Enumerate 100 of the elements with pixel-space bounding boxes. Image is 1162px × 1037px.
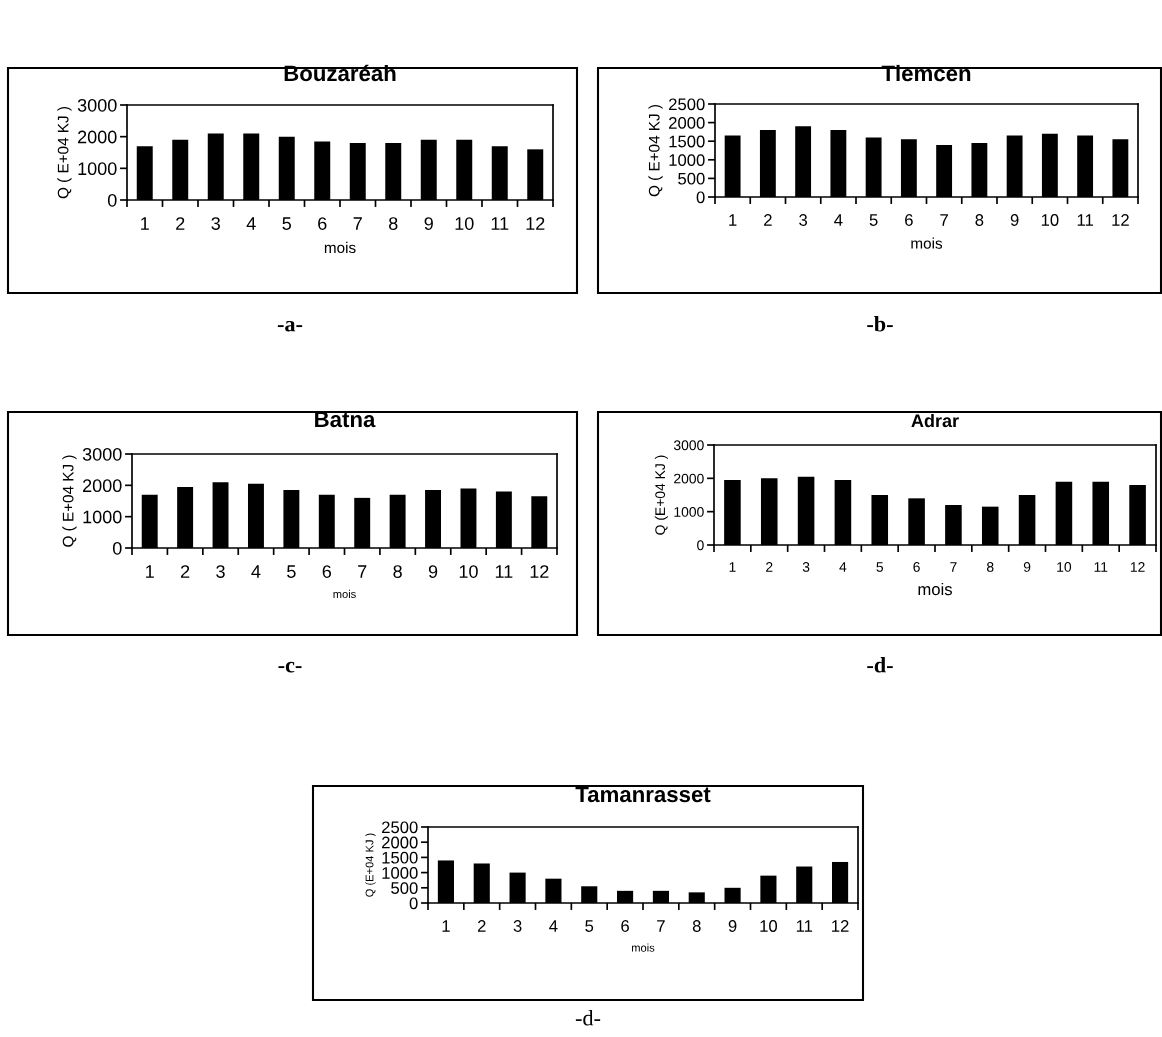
text: -c- — [278, 661, 302, 673]
chart-title: Tamanrasset — [575, 786, 711, 803]
y-tick-label: 0 — [696, 191, 705, 204]
y-tick-label: 3000 — [77, 98, 117, 112]
x-tick-label: 4 — [549, 920, 558, 932]
y-tick-label: 2000 — [674, 473, 704, 484]
x-tick-label: 7 — [657, 920, 665, 932]
x-tick-label: 11 — [1077, 214, 1093, 226]
x-tick-label: 3 — [216, 565, 225, 578]
x-tick-label: 9 — [728, 920, 737, 932]
x-tick-label: 8 — [986, 562, 994, 572]
y-tick-label: 1500 — [669, 135, 705, 148]
x-tick-label: 4 — [839, 562, 847, 572]
y-tick-label: 0 — [107, 193, 117, 207]
x-tick-label: 12 — [530, 565, 549, 578]
x-tick-label: 6 — [322, 565, 332, 578]
x-tick-label: 11 — [495, 565, 513, 578]
y-axis-title: Q (E+04 KJ ) — [654, 455, 668, 535]
x-tick-label: 10 — [455, 217, 474, 230]
x-tick-label: 8 — [393, 565, 402, 578]
x-axis-title: mois — [918, 582, 952, 596]
x-tick-label: 4 — [834, 214, 843, 226]
x-tick-label: 6 — [318, 217, 327, 230]
y-tick-label: 0 — [697, 540, 704, 551]
x-tick-label: 5 — [282, 217, 292, 230]
chart-title: Adrar — [911, 413, 959, 428]
x-tick-label: 5 — [869, 214, 878, 226]
x-tick-label: 12 — [1112, 214, 1129, 226]
x-tick-label: 6 — [905, 214, 913, 226]
x-tick-label: 8 — [975, 214, 984, 226]
y-tick-label: 2000 — [669, 117, 705, 129]
x-tick-label: 11 — [1094, 562, 1108, 572]
x-tick-label: 8 — [692, 920, 701, 932]
x-axis-title: mois — [333, 589, 356, 598]
y-axis-title: Q (E+04 KJ ) — [365, 833, 376, 897]
x-tick-label: 11 — [796, 920, 813, 932]
text: -d- — [575, 1009, 601, 1026]
x-tick-label: 5 — [287, 565, 296, 578]
x-tick-label: 1 — [442, 920, 450, 932]
chart-title: Batna — [315, 411, 376, 428]
y-tick-label: 500 — [391, 882, 418, 894]
x-tick-label: 1 — [146, 565, 154, 578]
x-tick-label: 9 — [1010, 214, 1019, 226]
y-tick-label: 2000 — [78, 130, 117, 144]
x-tick-label: 3 — [802, 562, 810, 572]
text: -d- — [867, 656, 893, 673]
y-axis-title: Q ( E+04 KJ ) — [648, 104, 663, 197]
x-tick-label: 10 — [1057, 562, 1072, 572]
x-tick-label: 10 — [760, 920, 778, 932]
x-tick-label: 12 — [526, 217, 545, 230]
x-tick-label: 9 — [428, 565, 438, 578]
text: -b- — [867, 315, 893, 332]
y-tick-label: 2000 — [83, 479, 122, 493]
y-tick-label: 500 — [678, 172, 705, 185]
x-tick-label: 2 — [764, 214, 772, 226]
x-tick-label: 1 — [729, 562, 736, 572]
y-tick-label: 3000 — [82, 447, 122, 461]
x-tick-label: 9 — [1023, 562, 1031, 572]
y-tick-label: 1000 — [674, 507, 704, 517]
chart-title: Tlemcen — [881, 64, 971, 82]
x-tick-label: 7 — [950, 562, 957, 572]
x-axis-title: mois — [911, 237, 943, 249]
x-tick-label: 2 — [477, 920, 486, 932]
y-tick-label: 2000 — [382, 836, 418, 849]
x-tick-label: 6 — [621, 920, 629, 932]
x-tick-label: 5 — [585, 920, 594, 932]
x-axis-title: mois — [632, 943, 655, 952]
y-tick-label: 1000 — [83, 510, 122, 524]
x-tick-label: 8 — [389, 217, 398, 230]
x-tick-label: 2 — [766, 562, 773, 572]
y-tick-label: 1000 — [669, 154, 705, 166]
x-tick-label: 7 — [358, 565, 367, 578]
x-tick-label: 2 — [176, 217, 185, 230]
x-tick-label: 10 — [459, 565, 478, 578]
y-axis-title: Q ( E+04 KJ ) — [57, 106, 72, 199]
x-tick-label: 7 — [353, 217, 362, 230]
x-tick-label: 10 — [1041, 214, 1059, 226]
x-tick-label: 1 — [729, 214, 737, 226]
y-tick-label: 2500 — [669, 98, 705, 111]
x-tick-label: 3 — [513, 920, 522, 932]
x-tick-label: 5 — [876, 562, 884, 572]
x-tick-label: 7 — [940, 214, 948, 226]
y-tick-label: 0 — [112, 541, 122, 555]
y-tick-label: 2500 — [382, 821, 418, 834]
y-tick-label: 1000 — [382, 867, 418, 879]
x-tick-label: 12 — [832, 920, 849, 932]
text: -a- — [277, 320, 303, 332]
y-tick-label: 3000 — [673, 440, 704, 451]
y-tick-label: 0 — [409, 897, 418, 910]
x-tick-label: 6 — [913, 562, 920, 572]
x-tick-label: 2 — [181, 565, 190, 578]
x-axis-title: mois — [324, 241, 356, 254]
x-tick-label: 4 — [246, 217, 256, 230]
x-tick-label: 3 — [799, 214, 808, 226]
x-tick-label: 12 — [1130, 562, 1145, 572]
x-tick-label: 9 — [424, 217, 433, 230]
y-axis-title: Q ( E+04 KJ ) — [62, 455, 77, 547]
x-tick-label: 1 — [141, 217, 149, 230]
chart-title: Bouzaréah — [284, 64, 396, 82]
x-tick-label: 4 — [251, 565, 261, 578]
